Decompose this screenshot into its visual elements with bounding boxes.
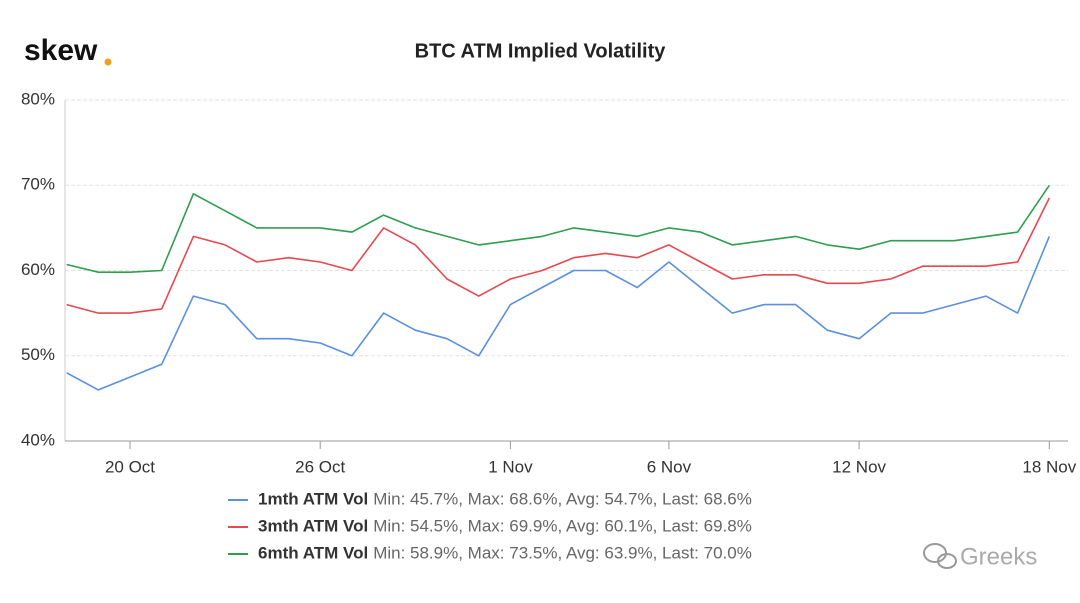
legend-summary: Min: 45.7%, Max: 68.6%, Avg: 54.7%, Last…	[373, 489, 752, 508]
x-tick-label: 18 Nov	[1022, 457, 1076, 476]
logo-dot	[104, 58, 112, 66]
legend-label: 1mth ATM Vol	[258, 489, 368, 508]
series-line	[66, 197, 1051, 314]
watermark-icon	[923, 543, 957, 569]
x-tick-label: 26 Oct	[295, 457, 345, 476]
y-tick-label: 60%	[21, 260, 55, 279]
legend-label: 3mth ATM Vol	[258, 516, 368, 535]
x-tick-label: 1 Nov	[488, 457, 533, 476]
x-tick-label: 6 Nov	[647, 457, 692, 476]
x-tick-label: 20 Oct	[105, 457, 155, 476]
watermark: Greeks	[960, 543, 1037, 570]
series-line	[66, 184, 1050, 273]
series-line	[66, 236, 1051, 391]
x-tick-label: 12 Nov	[832, 457, 886, 476]
y-tick-label: 70%	[21, 175, 55, 194]
y-tick-label: 80%	[21, 89, 55, 108]
legend-summary: Min: 54.5%, Max: 69.9%, Avg: 60.1%, Last…	[373, 516, 752, 535]
legend-label: 6mth ATM Vol	[258, 543, 368, 562]
logo: skew	[24, 34, 98, 67]
y-tick-label: 50%	[21, 345, 55, 364]
y-tick-label: 40%	[21, 430, 55, 449]
legend-summary: Min: 58.9%, Max: 73.5%, Avg: 63.9%, Last…	[373, 543, 752, 562]
chart-title: BTC ATM Implied Volatility	[415, 40, 667, 62]
